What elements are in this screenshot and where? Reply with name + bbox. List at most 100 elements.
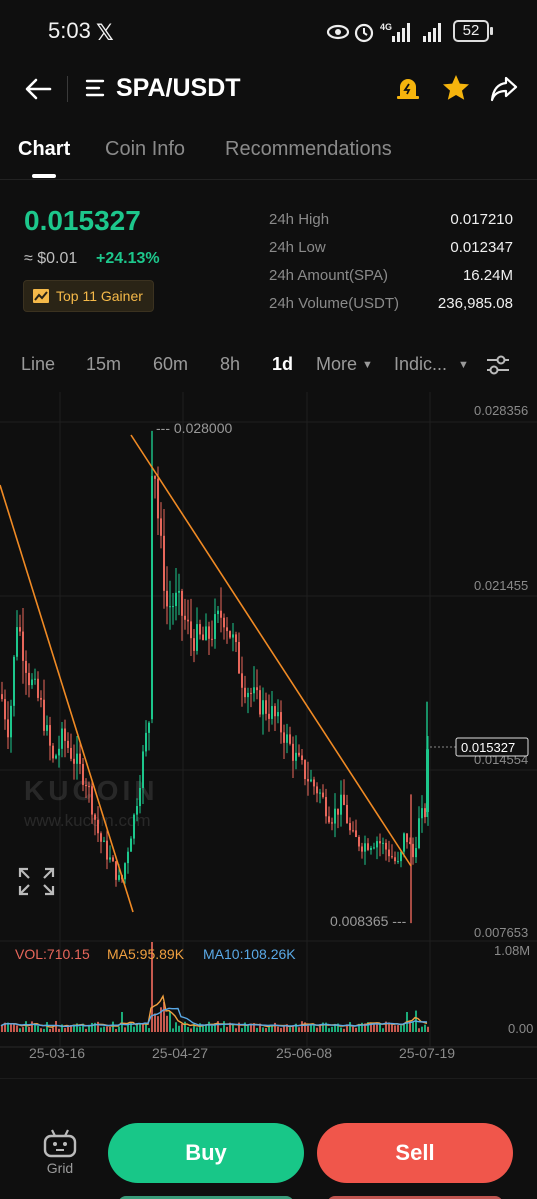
volume-bar xyxy=(211,1025,213,1032)
candle-body xyxy=(130,838,132,852)
candle-body xyxy=(426,749,429,812)
candle-body xyxy=(412,843,414,858)
volume-bar xyxy=(19,1028,21,1032)
vol-indicator: VOL:710.15 xyxy=(15,946,90,962)
interval-more[interactable]: More ▼ xyxy=(316,354,373,375)
volume-bar xyxy=(337,1023,339,1032)
chevron-down-icon: ▼ xyxy=(458,359,469,371)
star-icon[interactable] xyxy=(440,72,472,104)
candle-body xyxy=(424,808,426,818)
volume-bar xyxy=(106,1026,108,1032)
tab-recommendations[interactable]: Recommendations xyxy=(225,138,392,160)
indicators-menu[interactable]: Indic... ▼ xyxy=(394,354,469,375)
volume-bar xyxy=(193,1023,195,1032)
stat-value-volume: 236,985.08 xyxy=(437,295,513,312)
interval-1d[interactable]: 1d xyxy=(272,354,294,374)
chevron-down-icon: ▼ xyxy=(362,359,373,371)
candle-body xyxy=(238,642,240,674)
volume-bar xyxy=(91,1022,93,1032)
interval-15m[interactable]: 15m xyxy=(86,354,122,374)
volume-bar xyxy=(100,1027,102,1032)
volume-bar xyxy=(49,1028,51,1032)
candle-body xyxy=(319,792,321,794)
volume-bar xyxy=(40,1028,42,1032)
watermark-url: www.kucoin.com xyxy=(23,811,151,830)
stat-label-volume: 24h Volume(USDT) xyxy=(269,295,400,312)
volume-bar xyxy=(76,1023,78,1032)
candlestick-chart[interactable]: KUCOIN www.kucoin.com 0.028356 0.021455 … xyxy=(0,392,537,1072)
grid-bot-button[interactable]: Grid xyxy=(38,1123,82,1179)
gainer-badge[interactable]: Top 11 Gainer xyxy=(23,280,154,312)
interval-8h[interactable]: 8h xyxy=(220,354,241,374)
candle-body xyxy=(295,752,297,761)
volume-bar xyxy=(67,1025,69,1032)
interval-line[interactable]: Line xyxy=(21,354,56,374)
volume-bar xyxy=(292,1026,294,1032)
volume-bar xyxy=(73,1024,75,1032)
candle-body xyxy=(208,626,210,639)
share-icon[interactable] xyxy=(488,72,520,104)
candle-body xyxy=(28,672,30,686)
volume-bar xyxy=(1,1025,3,1032)
volume-bar xyxy=(124,1027,126,1032)
alert-bell-icon[interactable] xyxy=(392,72,424,104)
tab-indicator xyxy=(32,174,56,178)
stat-label-amount: 24h Amount(SPA) xyxy=(269,267,388,284)
candle-body xyxy=(307,779,309,782)
candle-body xyxy=(400,851,402,862)
volume-bar xyxy=(418,1028,420,1032)
current-price-tag xyxy=(455,737,529,757)
candle-body xyxy=(76,753,78,764)
volume-bar xyxy=(178,1025,180,1032)
candle-body xyxy=(235,634,237,643)
indicators-label: Indic... xyxy=(394,354,448,374)
ma5-line xyxy=(0,994,428,1028)
volume-bar xyxy=(52,1027,54,1032)
volume-bar xyxy=(250,1023,252,1032)
volume-bar xyxy=(238,1022,240,1032)
pair-title[interactable]: SPA/USDT xyxy=(116,74,241,102)
candle-body xyxy=(19,627,21,632)
candle-body xyxy=(175,592,177,607)
candle-body xyxy=(142,751,144,788)
volume-bar xyxy=(340,1027,342,1032)
candle-body xyxy=(1,694,3,700)
volume-bar xyxy=(103,1026,105,1032)
sell-button[interactable]: Sell xyxy=(317,1123,513,1183)
candle-body xyxy=(364,843,366,852)
menu-icon[interactable] xyxy=(84,76,108,100)
back-arrow-icon[interactable] xyxy=(22,72,56,106)
candle-body xyxy=(331,822,333,824)
candle-body xyxy=(73,758,75,764)
tab-coin-info[interactable]: Coin Info xyxy=(105,138,186,160)
candle-body xyxy=(373,847,375,849)
candle-body xyxy=(199,624,201,635)
chart-svg[interactable]: KUCOIN www.kucoin.com 0.028356 0.021455 … xyxy=(0,392,537,1072)
grid-bot-icon xyxy=(43,1129,77,1158)
candle-body xyxy=(223,617,225,628)
candle-body xyxy=(220,610,222,618)
candle-body xyxy=(97,819,99,834)
volume-bar xyxy=(370,1022,372,1032)
volume-bar xyxy=(346,1024,348,1032)
interval-60m[interactable]: 60m xyxy=(153,354,189,374)
candle-body xyxy=(7,719,9,738)
fullscreen-icon[interactable] xyxy=(18,867,55,896)
candle-body xyxy=(181,590,183,616)
buy-button[interactable]: Buy xyxy=(108,1123,304,1183)
volume-bar xyxy=(151,942,153,1032)
volume-bar xyxy=(274,1022,276,1032)
candle-body xyxy=(172,606,174,608)
chart-settings-icon[interactable] xyxy=(484,351,512,379)
candle-body xyxy=(250,692,252,694)
candle-body xyxy=(346,804,348,824)
tab-chart[interactable]: Chart xyxy=(18,138,71,160)
trendline xyxy=(0,484,134,913)
volume-bar xyxy=(235,1028,237,1032)
candle-body xyxy=(124,863,126,880)
candle-body xyxy=(382,842,384,844)
candle-body xyxy=(322,792,324,798)
volume-bar xyxy=(295,1023,297,1032)
candle-body xyxy=(388,849,390,857)
candle-body xyxy=(217,610,219,615)
